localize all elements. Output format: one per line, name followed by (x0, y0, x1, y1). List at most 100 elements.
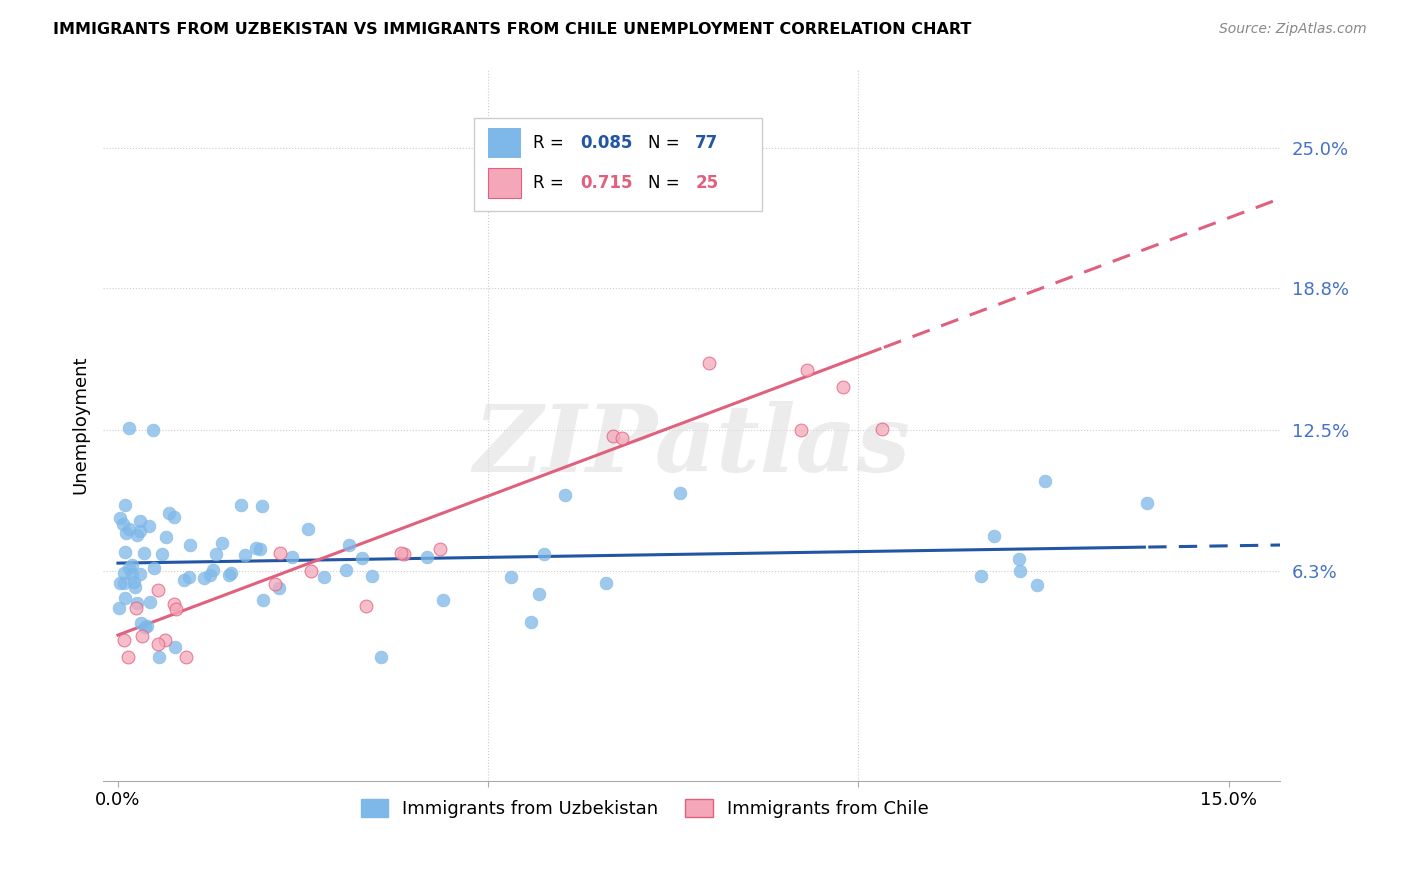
Point (118, 421, 141, 435)
Point (250, 499, 273, 513)
Point (117, 649, 139, 664)
Point (193, 572, 215, 586)
Point (129, 524, 152, 539)
Point (139, 595, 162, 609)
Point (312, 570, 335, 584)
Point (150, 547, 173, 561)
Point (269, 546, 291, 560)
Point (125, 600, 148, 615)
Point (252, 593, 274, 607)
Point (1136, 496, 1159, 510)
Point (114, 498, 136, 512)
Text: IMMIGRANTS FROM UZBEKISTAN VS IMMIGRANTS FROM CHILE UNEMPLOYMENT CORRELATION CHA: IMMIGRANTS FROM UZBEKISTAN VS IMMIGRANTS… (53, 22, 972, 37)
Point (337, 538, 360, 552)
Point (983, 529, 1005, 543)
Point (520, 615, 543, 629)
Point (370, 649, 392, 664)
Point (174, 649, 197, 664)
Point (796, 363, 818, 377)
Text: ZIPatlas: ZIPatlas (474, 401, 910, 491)
Point (281, 549, 304, 564)
Point (155, 530, 177, 544)
Point (264, 576, 287, 591)
Point (494, 186, 516, 200)
Bar (488, 169, 522, 198)
Bar (488, 128, 522, 159)
Point (533, 547, 555, 561)
Point (1008, 551, 1031, 566)
Point (138, 518, 160, 533)
Text: N =: N = (648, 135, 690, 153)
Point (297, 522, 319, 536)
Point (602, 429, 624, 443)
Point (245, 541, 267, 555)
Point (155, 632, 177, 647)
Point (610, 431, 633, 445)
Point (595, 575, 617, 590)
Point (125, 528, 148, 542)
Point (335, 563, 357, 577)
Point (114, 526, 136, 541)
Y-axis label: Unemployment: Unemployment (72, 356, 89, 494)
Point (432, 592, 454, 607)
Point (219, 566, 242, 581)
Bar (474, 119, 762, 211)
Point (146, 583, 169, 598)
Point (790, 424, 813, 438)
Point (249, 541, 271, 556)
Point (108, 511, 131, 525)
Point (173, 573, 195, 587)
Point (129, 616, 152, 631)
Point (165, 640, 187, 654)
Point (112, 633, 135, 648)
Point (112, 566, 135, 581)
Point (165, 602, 187, 616)
Point (699, 355, 721, 369)
Point (1033, 474, 1056, 488)
Point (127, 596, 149, 610)
Point (970, 568, 993, 582)
Point (112, 516, 135, 531)
Point (356, 599, 378, 613)
Point (129, 514, 152, 528)
Point (163, 510, 186, 524)
Point (118, 522, 141, 536)
Point (429, 541, 451, 556)
Point (201, 563, 224, 577)
Point (107, 601, 129, 615)
Point (204, 548, 226, 562)
Point (121, 567, 143, 582)
Point (832, 380, 855, 394)
Point (163, 597, 186, 611)
Point (114, 591, 136, 605)
Point (269, 581, 291, 595)
Point (299, 564, 322, 578)
Point (142, 561, 165, 575)
Point (218, 567, 240, 582)
Text: 77: 77 (696, 135, 718, 153)
Text: 0.715: 0.715 (579, 174, 633, 193)
Point (198, 568, 221, 582)
Point (134, 546, 156, 560)
Point (134, 620, 156, 634)
Legend: Immigrants from Uzbekistan, Immigrants from Chile: Immigrants from Uzbekistan, Immigrants f… (353, 791, 936, 825)
Point (124, 580, 146, 594)
Point (416, 549, 439, 564)
Point (870, 422, 893, 436)
Point (1008, 564, 1031, 578)
Point (669, 485, 692, 500)
Point (131, 628, 153, 642)
Text: N =: N = (648, 174, 690, 193)
Point (114, 545, 136, 559)
Point (112, 575, 135, 590)
Text: R =: R = (533, 135, 574, 153)
Point (177, 569, 200, 583)
Point (108, 576, 131, 591)
Point (360, 568, 382, 582)
Point (229, 498, 252, 512)
Point (157, 506, 180, 520)
Point (148, 637, 170, 651)
Point (148, 649, 170, 664)
Point (121, 558, 143, 572)
Point (233, 548, 256, 562)
